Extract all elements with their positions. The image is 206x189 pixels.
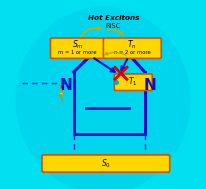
Polygon shape bbox=[59, 84, 63, 102]
FancyArrowPatch shape bbox=[81, 27, 101, 37]
Ellipse shape bbox=[16, 8, 190, 189]
Text: $S_m$: $S_m$ bbox=[72, 38, 83, 51]
FancyArrowPatch shape bbox=[94, 58, 115, 72]
Text: $T_n$: $T_n$ bbox=[128, 38, 137, 51]
Text: $S_0$: $S_0$ bbox=[101, 157, 111, 170]
FancyBboxPatch shape bbox=[114, 74, 152, 91]
FancyArrowPatch shape bbox=[122, 59, 127, 70]
Text: Hot Excitons: Hot Excitons bbox=[88, 15, 139, 21]
FancyBboxPatch shape bbox=[42, 155, 170, 172]
Text: $T_1$: $T_1$ bbox=[129, 76, 138, 88]
Text: n = 2 or more: n = 2 or more bbox=[114, 50, 151, 54]
Text: N: N bbox=[60, 78, 73, 94]
FancyBboxPatch shape bbox=[50, 38, 104, 58]
FancyArrowPatch shape bbox=[105, 52, 126, 55]
Text: N: N bbox=[144, 78, 157, 94]
Text: RISC: RISC bbox=[106, 23, 121, 29]
FancyBboxPatch shape bbox=[103, 38, 161, 58]
Text: m = 1 or more: m = 1 or more bbox=[58, 50, 97, 54]
FancyArrowPatch shape bbox=[108, 30, 123, 35]
